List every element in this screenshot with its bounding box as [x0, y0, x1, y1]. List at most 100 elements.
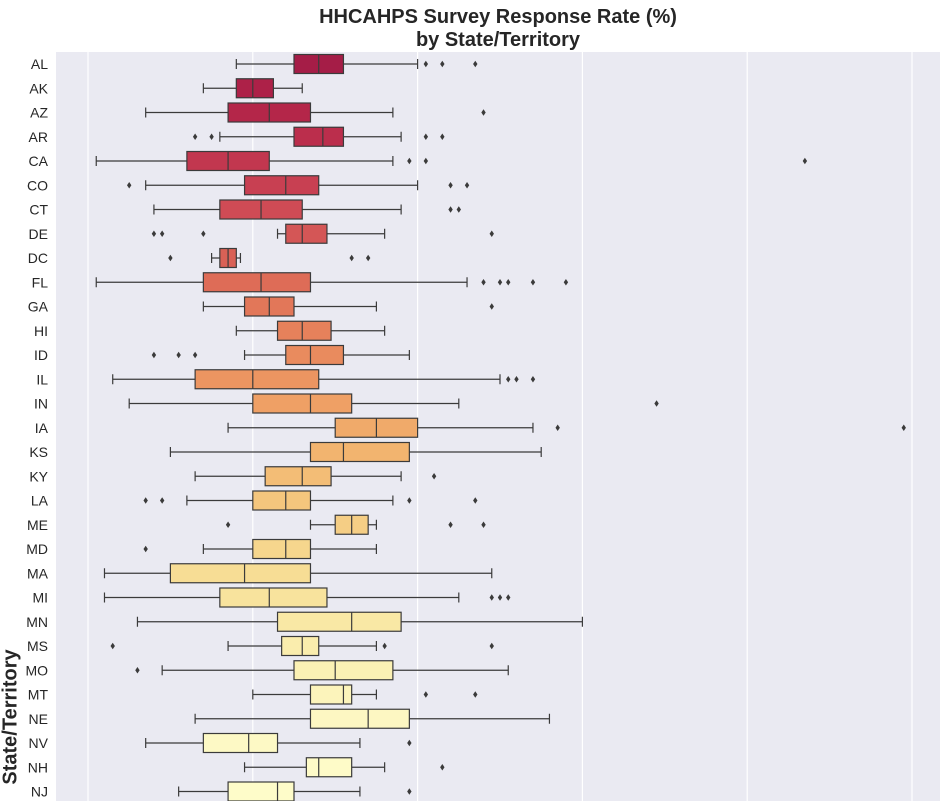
plot-background — [56, 52, 940, 801]
outlier-KY-0 — [431, 473, 437, 480]
outlier-FL-1 — [497, 279, 503, 286]
outlier-CT-0 — [448, 206, 453, 213]
y-tick-label-DC: DC — [28, 250, 48, 266]
outlier-ID-0 — [151, 351, 157, 359]
iqr-box-MN — [276, 611, 402, 632]
iqr-box-MD — [252, 538, 312, 560]
outlier-FL-2 — [506, 279, 511, 286]
y-tick-label-IL: IL — [36, 371, 48, 387]
outlier-DE-2 — [201, 230, 206, 237]
outlier-LA-3 — [473, 497, 478, 504]
iqr-box-CO — [243, 175, 320, 196]
outlier-CA-2 — [802, 157, 808, 165]
y-tick-label-MO: MO — [25, 662, 48, 678]
iqr-box-NJ — [227, 781, 295, 801]
outlier-ID-2 — [192, 351, 198, 359]
outlier-ID-1 — [176, 351, 181, 359]
outlier-CA-1 — [423, 157, 429, 165]
outlier-AR-0 — [192, 133, 198, 140]
outlier-NV-0 — [407, 739, 412, 747]
outlier-MS-2 — [489, 642, 494, 650]
y-tick-label-NH: NH — [28, 759, 48, 775]
iqr-box-HI — [276, 320, 332, 341]
box-CO — [127, 175, 470, 196]
chart-title-line-2: by State/Territory — [415, 29, 581, 51]
y-tick-label-MS: MS — [27, 638, 48, 654]
box-HI — [235, 320, 386, 341]
outlier-FL-0 — [481, 279, 486, 286]
y-tick-label-MT: MT — [28, 687, 49, 703]
box-FL — [95, 272, 569, 293]
box-ID — [151, 344, 410, 366]
y-tick-label-NV: NV — [29, 735, 49, 751]
box-IA — [227, 417, 906, 438]
y-tick-label-IA: IA — [35, 420, 49, 436]
y-tick-label-LA: LA — [31, 493, 49, 509]
box-IN — [128, 393, 659, 414]
box-CA — [95, 150, 808, 172]
y-tick-label-CT: CT — [29, 202, 48, 218]
box-NJ — [178, 781, 412, 801]
outlier-ME-0 — [225, 521, 231, 528]
y-tick-label-NJ: NJ — [31, 784, 48, 800]
outlier-MI-0 — [489, 594, 494, 601]
box-NH — [243, 757, 445, 778]
outlier-FL-3 — [530, 279, 536, 286]
outlier-MI-1 — [497, 594, 503, 601]
box-NE — [194, 708, 551, 729]
outlier-FL-4 — [563, 279, 569, 286]
y-tick-label-KY: KY — [29, 468, 48, 484]
y-tick-label-GA: GA — [28, 299, 49, 315]
outlier-CT-1 — [456, 206, 461, 213]
box-DE — [151, 223, 494, 244]
y-tick-label-MN: MN — [26, 614, 48, 630]
outlier-IN-0 — [654, 400, 659, 407]
box-KY — [194, 466, 437, 487]
y-tick-label-AK: AK — [29, 80, 48, 96]
outlier-MS-0 — [110, 642, 115, 650]
outlier-CA-0 — [407, 157, 412, 165]
y-tick-label-IN: IN — [34, 396, 48, 412]
outlier-AL-2 — [473, 60, 478, 68]
outlier-NJ-0 — [407, 788, 412, 795]
outlier-MS-1 — [382, 642, 387, 650]
outlier-AR-1 — [209, 133, 214, 140]
box-MI — [103, 587, 511, 608]
iqr-box-MO — [293, 660, 394, 681]
y-tick-label-AR: AR — [29, 129, 48, 145]
iqr-box-AR — [293, 126, 345, 147]
box-series — [95, 53, 906, 801]
outlier-GA-0 — [489, 303, 494, 310]
outlier-DE-0 — [151, 230, 157, 237]
y-tick-label-AZ: AZ — [30, 105, 48, 121]
outlier-CO-1 — [448, 182, 453, 189]
box-LA — [143, 490, 478, 511]
outlier-IL-0 — [506, 376, 511, 383]
outlier-IA-1 — [901, 424, 906, 431]
iqr-box-MS — [281, 635, 320, 657]
box-MT — [252, 684, 478, 705]
outlier-ME-1 — [448, 521, 453, 528]
iqr-box-NV — [202, 732, 279, 754]
iqr-box-IL — [194, 369, 320, 390]
outlier-LA-2 — [407, 497, 412, 504]
iqr-box-MI — [219, 587, 328, 608]
iqr-box-AK — [235, 78, 275, 99]
iqr-box-NE — [309, 708, 410, 729]
box-AR — [192, 126, 445, 147]
outlier-DC-1 — [349, 254, 354, 262]
outlier-DE-3 — [489, 230, 494, 237]
outlier-MT-1 — [473, 691, 478, 698]
iqr-box-MT — [309, 684, 353, 705]
y-tick-label-ID: ID — [34, 347, 48, 363]
chart-title-line-1: HHCAHPS Survey Response Rate (%) — [319, 6, 677, 28]
iqr-box-NH — [305, 757, 353, 778]
outlier-ME-2 — [481, 521, 486, 528]
outlier-NH-0 — [440, 764, 445, 771]
box-DC — [168, 247, 371, 269]
iqr-box-FL — [202, 272, 312, 293]
outlier-MO-0 — [135, 667, 140, 674]
outlier-DE-1 — [159, 230, 165, 237]
